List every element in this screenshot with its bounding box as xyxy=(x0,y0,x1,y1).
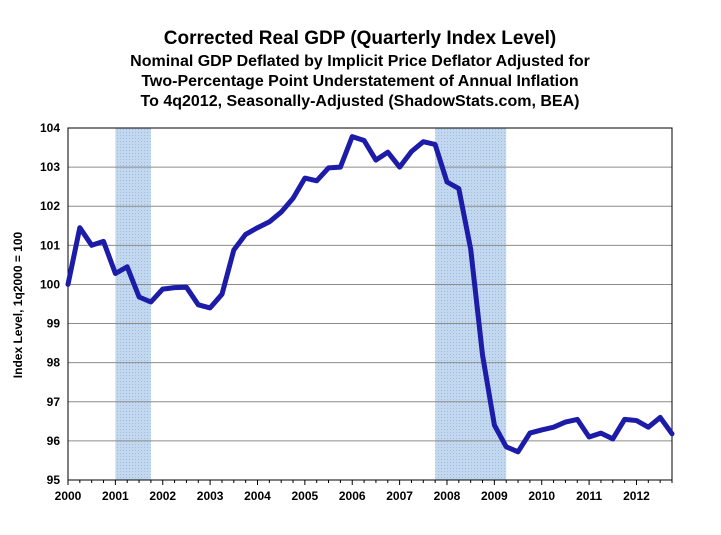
y-tick-label-103: 103 xyxy=(40,160,60,174)
x-tick-label-2003: 2003 xyxy=(197,489,224,503)
x-tick-label-2012: 2012 xyxy=(623,489,650,503)
chart-subtitle-line-3: To 4q2012, Seasonally-Adjusted (ShadowSt… xyxy=(141,93,580,110)
y-tick-label-100: 100 xyxy=(40,277,60,291)
x-tick-label-2002: 2002 xyxy=(149,489,176,503)
y-tick-label-101: 101 xyxy=(40,238,60,252)
y-tick-label-98: 98 xyxy=(47,356,61,370)
y-tick-label-96: 96 xyxy=(47,434,61,448)
plot-area: 95 96 97 98 99 100 101 102 103 104 2000 2001 2002 200… xyxy=(40,121,675,503)
y-tick-label-97: 97 xyxy=(47,395,61,409)
x-tick-label-2009: 2009 xyxy=(481,489,508,503)
recession-band-1 xyxy=(115,128,151,480)
y-tick-label-102: 102 xyxy=(40,199,60,213)
plot-border xyxy=(67,127,673,481)
x-tick-label-2005: 2005 xyxy=(292,489,319,503)
x-tick-label-2008: 2008 xyxy=(434,489,461,503)
series-line-1 xyxy=(65,134,675,455)
chart-subtitle-line-2: Two-Percentage Point Understatement of A… xyxy=(141,73,578,90)
y-tick-label-99: 99 xyxy=(47,317,61,331)
x-tick-label-2000: 2000 xyxy=(55,489,82,503)
x-tick-label-2004: 2004 xyxy=(244,489,271,503)
x-tick-label-2001: 2001 xyxy=(102,489,129,503)
x-tick-label-2011: 2011 xyxy=(576,489,602,503)
y-axis-label: Index Level, 1q2000 = 100 xyxy=(11,231,25,378)
y-tick-label-104: 104 xyxy=(40,121,60,135)
x-tick-label-2006: 2006 xyxy=(339,489,366,503)
chart-title: Corrected Real GDP (Quarterly Index Leve… xyxy=(164,28,556,49)
x-tick-label-2010: 2010 xyxy=(528,489,555,503)
x-tick-label-2007: 2007 xyxy=(386,489,413,503)
chart-subtitle-line-1: Nominal GDP Deflated by Implicit Price D… xyxy=(130,53,590,70)
y-tick-label-95: 95 xyxy=(47,473,61,487)
